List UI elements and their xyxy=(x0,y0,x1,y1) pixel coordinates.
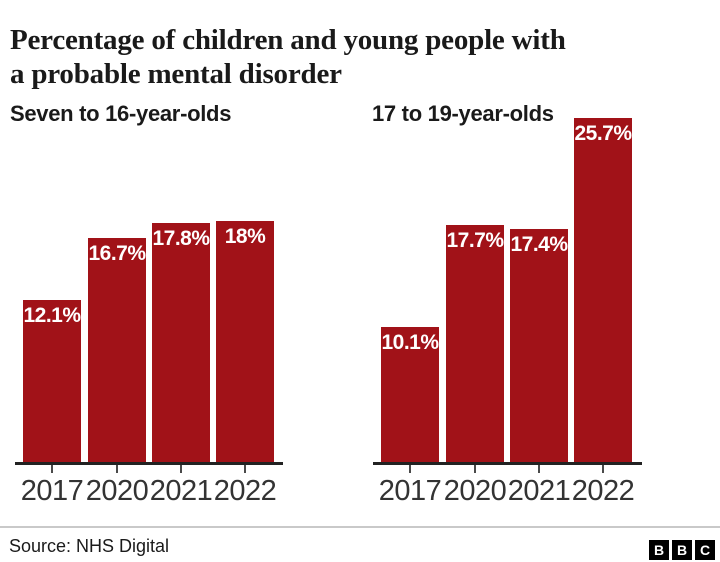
x-tick-label-2020: 2020 xyxy=(443,475,507,507)
x-tick-label-2017: 2017 xyxy=(378,475,442,507)
x-tick-label-2022: 2022 xyxy=(213,475,277,507)
bar-2020: 17.7% xyxy=(446,225,504,462)
x-tick-label-2021: 2021 xyxy=(149,475,213,507)
footer-divider xyxy=(0,526,720,528)
x-tick-label-2020: 2020 xyxy=(85,475,149,507)
x-axis-tick xyxy=(244,465,246,473)
bar-value-label: 18% xyxy=(224,225,266,248)
bar-value-label: 17.8% xyxy=(152,227,210,250)
chart-panel-seven-to-16: 12.1% 2017 16.7% 2020 17.8% 2021 18% 2022 xyxy=(15,113,283,507)
x-axis-line xyxy=(15,462,283,465)
x-axis-tick xyxy=(116,465,118,473)
x-tick-label-2022: 2022 xyxy=(571,475,635,507)
x-axis-tick xyxy=(474,465,476,473)
chart-panel-17-to-19: 10.1% 2017 17.7% 2020 17.4% 2021 25.7% 2022 xyxy=(373,113,642,507)
bar-value-label: 17.4% xyxy=(510,233,568,256)
x-axis-tick xyxy=(51,465,53,473)
x-axis-tick xyxy=(409,465,411,473)
bar-2022: 18% xyxy=(216,221,274,462)
bar-2021: 17.4% xyxy=(510,229,568,462)
x-axis-tick xyxy=(602,465,604,473)
bar-2020: 16.7% xyxy=(88,238,146,462)
source-attribution: Source: NHS Digital xyxy=(9,536,170,556)
bar-2021: 17.8% xyxy=(152,223,210,462)
bar-value-label: 17.7% xyxy=(446,229,504,252)
bar-2017: 10.1% xyxy=(381,327,439,462)
x-tick-label-2021: 2021 xyxy=(507,475,571,507)
page-title: Percentage of children and young people … xyxy=(10,23,716,91)
x-axis-tick xyxy=(538,465,540,473)
chart-subtitle-seven-to-16: Seven to 16-year-olds xyxy=(10,101,232,127)
bar-value-label: 10.1% xyxy=(381,331,439,354)
chart-subtitle-17-to-19: 17 to 19-year-olds xyxy=(372,101,554,127)
bar-2022: 25.7% xyxy=(574,118,632,462)
page-title-line2: a probable mental disorder xyxy=(10,58,342,91)
bbc-logo-block: B xyxy=(672,540,692,560)
x-axis-tick xyxy=(180,465,182,473)
x-axis-line xyxy=(373,462,642,465)
bar-value-label: 12.1% xyxy=(23,304,81,327)
bbc-logo-block: C xyxy=(695,540,715,560)
bar-value-label: 25.7% xyxy=(574,122,632,145)
x-tick-label-2017: 2017 xyxy=(20,475,84,507)
page-title-line1: Percentage of children and young people … xyxy=(10,24,566,57)
bar-2017: 12.1% xyxy=(23,300,81,462)
bbc-logo-block: B xyxy=(649,540,669,560)
bar-value-label: 16.7% xyxy=(88,242,146,265)
